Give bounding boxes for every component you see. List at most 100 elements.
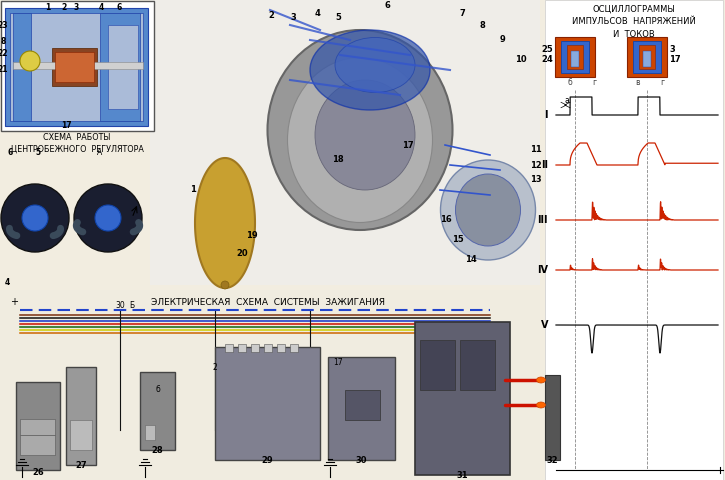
Text: 8: 8 xyxy=(0,36,6,46)
Ellipse shape xyxy=(20,51,40,71)
Text: 6: 6 xyxy=(385,0,391,10)
Text: 30: 30 xyxy=(355,456,367,465)
Text: в: в xyxy=(636,78,640,87)
Bar xyxy=(633,41,661,73)
Bar xyxy=(639,45,655,69)
Text: 25: 25 xyxy=(542,46,553,55)
Text: 18: 18 xyxy=(332,156,344,165)
Bar xyxy=(13,62,143,69)
Bar xyxy=(567,45,583,69)
Text: 1: 1 xyxy=(190,185,196,194)
Bar xyxy=(420,340,455,390)
Text: 22: 22 xyxy=(0,49,8,59)
Text: IV: IV xyxy=(537,265,548,275)
Text: 3: 3 xyxy=(669,46,675,55)
Bar xyxy=(571,51,579,67)
Text: 11: 11 xyxy=(530,145,542,155)
Bar xyxy=(643,51,651,67)
Bar xyxy=(150,0,540,285)
Text: ЭЛЕКТРИЧЕСКАЯ  СХЕМА  СИСТЕМЫ  ЗАЖИГАНИЯ: ЭЛЕКТРИЧЕСКАЯ СХЕМА СИСТЕМЫ ЗАЖИГАНИЯ xyxy=(151,298,385,307)
Ellipse shape xyxy=(441,160,536,260)
Bar xyxy=(16,382,60,470)
Text: 12: 12 xyxy=(530,160,542,169)
Bar xyxy=(251,344,259,352)
Bar xyxy=(55,52,94,82)
Text: г: г xyxy=(660,78,664,87)
Text: 5: 5 xyxy=(36,148,41,157)
Text: 17: 17 xyxy=(402,141,414,149)
Bar xyxy=(277,344,285,352)
Text: 21: 21 xyxy=(0,64,8,73)
Bar xyxy=(5,8,148,126)
Text: 20: 20 xyxy=(236,249,248,257)
Bar xyxy=(627,37,667,77)
Bar xyxy=(108,25,138,109)
Bar xyxy=(225,344,233,352)
Bar xyxy=(100,13,140,121)
Bar xyxy=(13,13,31,121)
Text: 19: 19 xyxy=(246,230,257,240)
Text: 17: 17 xyxy=(61,121,71,131)
Bar xyxy=(10,13,143,121)
Text: 32: 32 xyxy=(546,456,558,465)
Text: 3: 3 xyxy=(290,12,296,22)
Text: 1: 1 xyxy=(46,3,51,12)
Ellipse shape xyxy=(268,30,452,230)
Text: 8: 8 xyxy=(480,21,486,29)
Ellipse shape xyxy=(310,30,430,110)
Text: 9: 9 xyxy=(500,36,506,45)
Ellipse shape xyxy=(288,58,433,223)
Text: 10: 10 xyxy=(515,56,526,64)
Bar xyxy=(70,420,92,450)
Bar xyxy=(415,322,510,475)
Text: 6: 6 xyxy=(7,148,12,157)
Text: 14: 14 xyxy=(465,255,477,264)
Bar xyxy=(460,340,495,390)
Ellipse shape xyxy=(536,402,545,408)
Text: 27: 27 xyxy=(75,461,87,470)
Text: 17: 17 xyxy=(334,358,343,367)
Text: III: III xyxy=(537,215,548,225)
Bar xyxy=(0,290,540,480)
Ellipse shape xyxy=(335,37,415,93)
Text: 30: 30 xyxy=(115,301,125,310)
Ellipse shape xyxy=(455,174,521,246)
Text: б: б xyxy=(568,78,572,87)
Text: А: А xyxy=(97,148,103,157)
Circle shape xyxy=(22,205,48,231)
Text: 29: 29 xyxy=(261,456,273,465)
Bar xyxy=(264,344,272,352)
Bar xyxy=(20,419,55,435)
Text: 4: 4 xyxy=(99,3,104,12)
Text: 5: 5 xyxy=(335,12,341,22)
Text: 16: 16 xyxy=(440,216,452,225)
Bar xyxy=(20,435,55,455)
Bar xyxy=(66,367,96,465)
Polygon shape xyxy=(195,158,255,288)
Circle shape xyxy=(95,205,121,231)
Text: 2: 2 xyxy=(62,3,67,12)
Circle shape xyxy=(1,184,69,252)
Text: 2: 2 xyxy=(212,363,218,372)
Text: 6: 6 xyxy=(117,3,122,12)
Bar xyxy=(238,344,246,352)
Ellipse shape xyxy=(536,377,545,383)
Text: 17: 17 xyxy=(669,56,681,64)
Text: V: V xyxy=(541,320,548,330)
Text: г: г xyxy=(592,78,596,87)
Text: 28: 28 xyxy=(152,446,163,455)
Circle shape xyxy=(221,281,229,289)
Text: 7: 7 xyxy=(460,9,465,17)
Bar xyxy=(545,375,560,460)
Text: II: II xyxy=(541,160,548,170)
Text: 4: 4 xyxy=(4,278,9,287)
Text: 23: 23 xyxy=(0,22,8,31)
Text: 3: 3 xyxy=(73,3,78,12)
Bar xyxy=(215,347,320,460)
Bar xyxy=(1,1,154,131)
Bar xyxy=(52,48,97,86)
Text: 13: 13 xyxy=(530,176,542,184)
Bar xyxy=(145,425,155,440)
Text: 24: 24 xyxy=(542,56,553,64)
Text: а: а xyxy=(565,96,569,105)
